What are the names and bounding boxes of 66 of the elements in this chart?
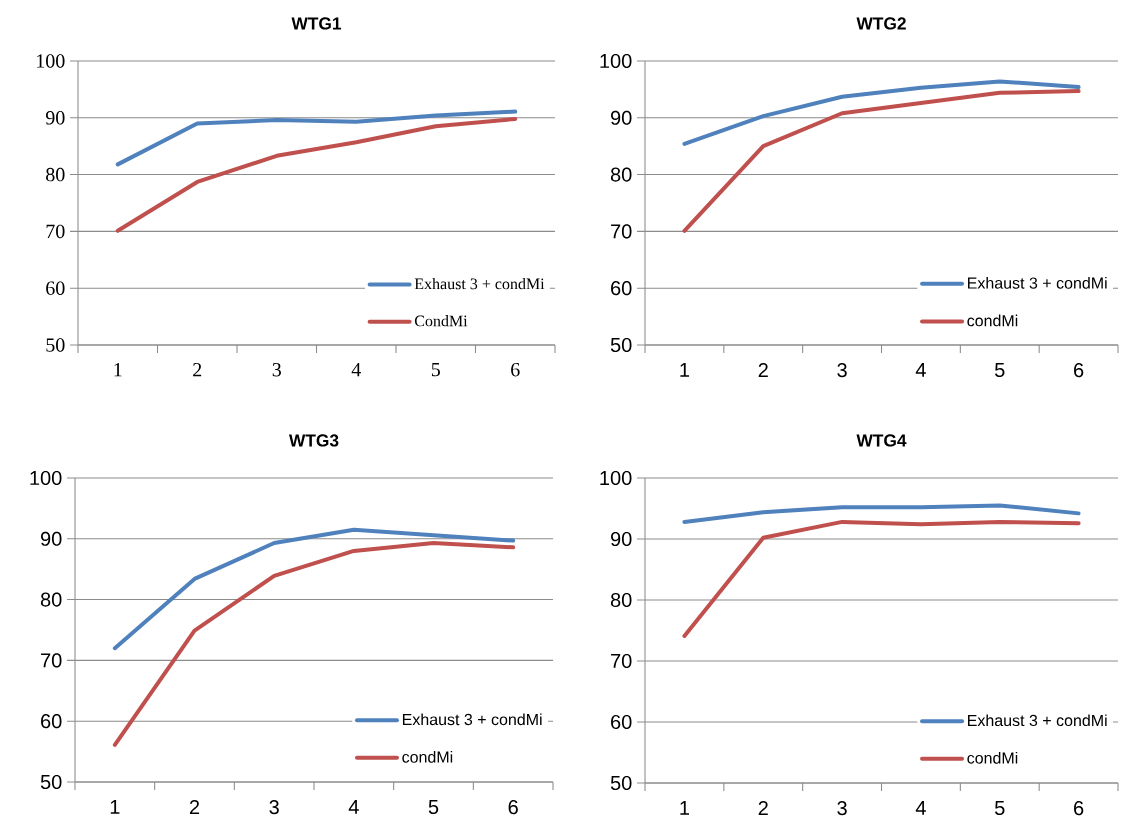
y-tick-label: 60 — [46, 281, 65, 295]
x-tick-label: 3 — [269, 800, 279, 815]
y-tick-label: 50 — [40, 774, 62, 790]
x-tick-label: 1 — [110, 800, 120, 814]
y-tick-label: 90 — [610, 110, 632, 125]
x-tick-label: 2 — [193, 363, 202, 377]
x-tick-label: 2 — [758, 363, 768, 377]
x-tick-label: 3 — [272, 363, 281, 377]
y-tick-label: 100 — [37, 54, 65, 68]
y-tick-label: 80 — [610, 167, 632, 182]
x-tick-label: 2 — [189, 800, 200, 814]
legend-label: Exhaust 3 + condMi — [968, 277, 1107, 289]
chart-title: WTG3 — [288, 434, 339, 447]
x-tick-label: 1 — [680, 801, 690, 815]
legend-label: Exhaust 3 + condMi — [414, 277, 545, 290]
x-tick-label: 5 — [994, 801, 1005, 815]
line-series — [115, 109, 518, 167]
x-tick-label: 1 — [114, 363, 122, 377]
legend-label: Exhaust 3 + condMi — [968, 714, 1107, 727]
x-tick-label: 2 — [758, 801, 768, 815]
legend-label: Exhaust 3 + condMi — [402, 713, 542, 726]
y-tick-label: 100 — [30, 470, 62, 486]
y-tick-label: 80 — [610, 592, 632, 608]
y-tick-label: 100 — [600, 470, 632, 486]
legend-label: condMi — [967, 751, 1018, 764]
y-tick-label: 90 — [610, 531, 632, 547]
legend-label: condMi — [402, 751, 453, 763]
x-tick-label: 4 — [351, 363, 361, 377]
x-tick-label: 6 — [1074, 801, 1084, 816]
y-tick-label: 50 — [610, 337, 632, 353]
x-tick-label: 5 — [994, 363, 1005, 377]
y-tick-label: 60 — [611, 714, 632, 730]
y-tick-label: 60 — [611, 281, 632, 296]
y-tick-label: 70 — [611, 653, 632, 669]
y-tick-label: 70 — [611, 224, 632, 239]
chart-title: WTG4 — [856, 434, 907, 447]
x-tick-label: 6 — [508, 800, 518, 815]
y-tick-label: 90 — [40, 531, 62, 546]
x-tick-label: 1 — [680, 363, 690, 377]
line-series — [682, 79, 1081, 146]
y-tick-label: 80 — [46, 167, 65, 182]
y-tick-label: 100 — [600, 53, 632, 69]
x-tick-label: 3 — [837, 801, 847, 816]
y-tick-label: 80 — [40, 592, 62, 607]
y-tick-label: 50 — [46, 338, 65, 352]
x-tick-label: 6 — [1074, 363, 1084, 378]
y-tick-label: 50 — [610, 775, 632, 791]
y-tick-label: 60 — [41, 714, 62, 729]
chart-title: WTG1 — [291, 17, 342, 30]
x-tick-label: 3 — [837, 363, 847, 378]
legend-label: CondMi — [414, 315, 468, 327]
legend-label: condMi — [967, 314, 1018, 327]
line-series — [682, 519, 1081, 638]
x-tick-label: 5 — [431, 363, 440, 377]
y-tick-label: 70 — [46, 224, 65, 239]
line-series — [115, 116, 518, 233]
x-tick-label: 4 — [915, 363, 926, 377]
x-tick-label: 4 — [348, 800, 359, 814]
x-tick-label: 4 — [915, 801, 926, 815]
x-tick-label: 6 — [511, 363, 520, 377]
line-series — [682, 503, 1081, 524]
x-tick-label: 5 — [428, 800, 439, 814]
line-series — [682, 89, 1081, 233]
y-tick-label: 70 — [41, 653, 62, 668]
chart-title: WTG2 — [856, 17, 906, 30]
y-tick-label: 90 — [45, 111, 65, 125]
